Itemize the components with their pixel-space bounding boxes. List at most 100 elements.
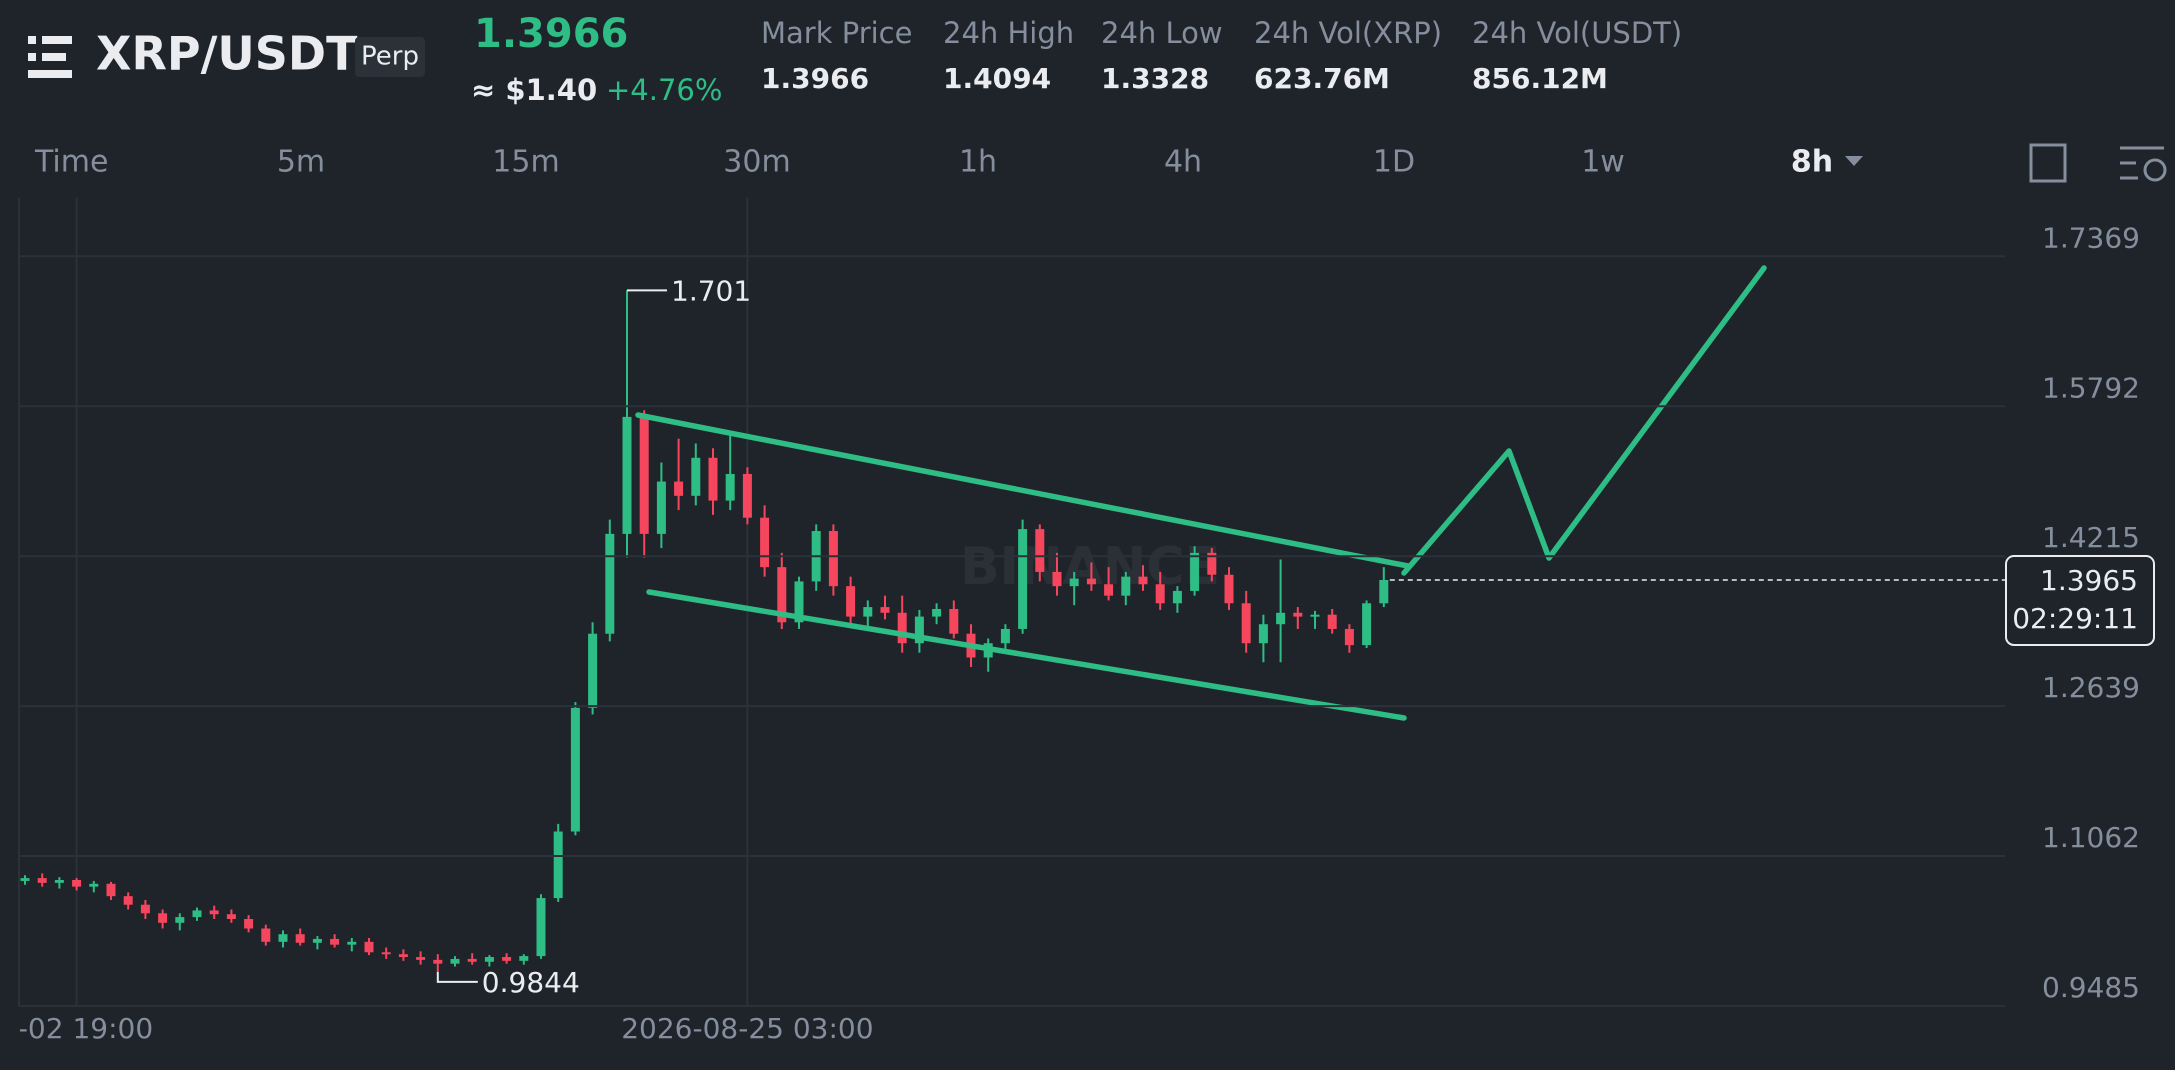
candle-body: [1379, 579, 1389, 604]
candle-body: [588, 633, 598, 708]
usd-price: ≈ $1.40: [471, 73, 597, 107]
candle-body: [209, 910, 219, 915]
low-marker-line: [436, 971, 478, 983]
candle-body: [106, 883, 116, 897]
candle-body: [295, 934, 305, 943]
candle-body: [502, 957, 512, 961]
candle-body: [381, 952, 391, 955]
price-box-value: 1.3965: [2040, 564, 2138, 597]
candle-body: [725, 473, 735, 501]
stat-value: 623.76M: [1254, 62, 1390, 95]
change: +4.76%: [606, 73, 722, 107]
y-tick-label: 1.5792: [2042, 371, 2140, 404]
menu-bar: [28, 70, 72, 78]
timeframe-tab[interactable]: 1h: [959, 145, 997, 180]
candle-body: [828, 531, 838, 587]
stat-value: 1.4094: [943, 62, 1051, 95]
low-marker-label: 0.9844: [482, 966, 580, 999]
stat-label: 24h Vol(XRP): [1254, 16, 1442, 50]
y-tick-label: 0.9485: [2042, 971, 2140, 1004]
candle-body: [536, 898, 546, 957]
high-marker-label: 1.701: [671, 274, 751, 307]
timeframe-tab[interactable]: 4h: [1164, 145, 1202, 180]
dropdown-caret[interactable]: [1845, 156, 1863, 166]
candle-body: [226, 914, 236, 919]
candle-body: [1018, 529, 1028, 629]
candle-body: [1241, 603, 1251, 644]
last-price: 1.3966: [474, 11, 628, 57]
candle-body: [846, 586, 856, 617]
menu-bar: [42, 53, 66, 61]
candle-body: [949, 608, 959, 634]
fullscreen-icon[interactable]: [2029, 143, 2067, 183]
timeframe-tab[interactable]: 5m: [277, 145, 325, 180]
candle-body: [897, 612, 907, 644]
menu-icon[interactable]: [28, 36, 72, 78]
candle-body: [1086, 578, 1096, 585]
menu-bar: [28, 53, 36, 61]
candle-body: [1104, 584, 1114, 596]
timeframe-tab[interactable]: 1D: [1373, 145, 1415, 180]
timeframe-tab[interactable]: Time: [34, 145, 108, 180]
candle-body: [1258, 624, 1268, 644]
candle-body: [622, 416, 632, 534]
y-tick-label: 1.7369: [2042, 221, 2140, 254]
candle-body: [708, 457, 718, 501]
price-box: [2005, 554, 2155, 646]
stat-label: 24h High: [943, 16, 1074, 50]
badge: Perp: [361, 42, 419, 72]
candle-body: [450, 958, 460, 964]
candle-body: [140, 904, 150, 914]
candle-body: [674, 481, 684, 496]
candle-body: [639, 416, 649, 534]
settings-icon-gear: [2143, 158, 2167, 182]
candle-body: [20, 878, 30, 881]
candle-body: [1172, 590, 1182, 604]
price-box-countdown: 02:29:11: [2012, 602, 2138, 635]
candle-body: [691, 457, 701, 496]
candle-body: [398, 954, 408, 958]
candle-body: [467, 958, 477, 962]
candle-body: [1327, 614, 1337, 629]
candle-body: [1362, 603, 1372, 646]
candle-body: [484, 957, 494, 962]
timeframe-tab[interactable]: 8h: [1791, 145, 1833, 180]
candle-body: [72, 880, 82, 887]
candle-body: [794, 581, 804, 623]
candle-body: [914, 616, 924, 644]
timeframe-tab[interactable]: 1w: [1581, 145, 1625, 180]
candle-body: [244, 918, 254, 929]
candle-body: [416, 957, 426, 960]
drawings: [635, 265, 1767, 721]
candle-body: [1310, 614, 1320, 617]
candle-body: [519, 956, 529, 961]
candle-body: [605, 533, 615, 634]
candle-body: [433, 959, 443, 964]
y-tick-label: 1.4215: [2042, 521, 2140, 554]
y-tick-label: 1.2639: [2042, 671, 2140, 704]
settings-icon[interactable]: [2120, 146, 2164, 180]
candle-body: [1000, 628, 1010, 644]
candle-body: [54, 880, 64, 883]
timeframe-tab[interactable]: 15m: [492, 145, 559, 180]
stat-label: 24h Vol(USDT): [1472, 16, 1682, 50]
stat-label: Mark Price: [761, 16, 912, 50]
candle-body: [1293, 612, 1303, 617]
badge-bg: [355, 37, 425, 77]
candle-body: [1155, 584, 1165, 604]
candle-body: [1138, 576, 1148, 585]
candle-body: [1052, 571, 1062, 587]
projection-arrow: [1401, 265, 1767, 576]
candle-body: [932, 608, 942, 617]
x-tick-label: 2026-08-25 03:00: [621, 1012, 873, 1045]
stat-value: 856.12M: [1472, 62, 1608, 95]
candle-body: [192, 910, 202, 918]
candle-body: [1121, 576, 1131, 596]
stat-value: 1.3966: [761, 62, 869, 95]
symbol[interactable]: XRP/USDT: [96, 27, 358, 81]
candle-body: [89, 883, 99, 887]
candle-body: [261, 928, 271, 942]
timeframe-tab[interactable]: 30m: [723, 145, 790, 180]
